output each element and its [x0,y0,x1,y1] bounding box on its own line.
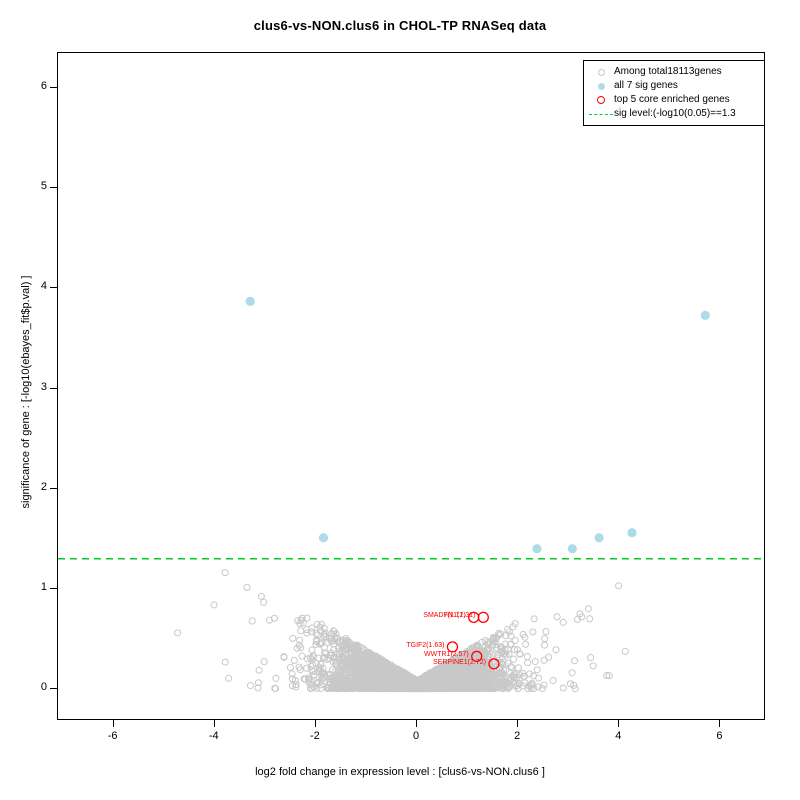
x-tickmark [719,720,721,727]
core-gene-label: FN1(1.31) [443,612,476,620]
legend-label: sig level:(-log10(0.05)==1.3 [614,108,736,119]
x-tickmark [618,720,620,727]
core-gene-label: TGIF2(1.63) [406,641,445,649]
y-tick-label: 1 [40,580,47,593]
x-tick-label: 2 [514,730,521,742]
x-tick-label: -2 [310,730,320,742]
x-tick-label: 0 [412,730,420,742]
filled-blue-circle-icon [588,82,614,90]
y-axis-label: significance of gene : [-log10(ebayes_fi… [20,275,32,509]
y-tick-label: 2 [40,480,47,493]
green-dashed-line-icon [588,113,614,115]
y-tick-label: 3 [40,380,47,393]
x-tick-label: 4 [615,730,622,742]
y-tickmark [50,187,57,189]
y-tickmark [50,687,57,689]
legend-label: all 7 sig genes [614,80,678,91]
y-tickmark [50,587,57,589]
legend-label: top 5 core enriched genes [614,94,730,105]
y-tickmark [50,387,57,389]
open-gray-circle-icon [588,68,614,76]
y-tickmark [50,287,57,289]
x-tick-label: -4 [208,730,219,742]
page-title: clus6-vs-NON.clus6 in CHOL-TP RNASeq dat… [253,18,547,33]
y-tick-label: 0 [40,680,47,693]
legend-item-total-genes: Among total18113genes [588,65,759,79]
legend-label: Among total18113genes [614,66,722,77]
x-tickmark [314,720,316,727]
x-tick-label: -6 [107,730,118,742]
open-red-circle-icon [588,96,614,104]
x-tickmark [112,720,114,727]
x-tickmark [517,720,519,727]
y-tick-label: 5 [40,180,47,193]
x-axis-label: log2 fold change in expression level : [… [255,766,545,778]
legend-item-sig-genes: all 7 sig genes [588,79,759,93]
core-gene-label: SMAD7(1.12) [423,612,466,620]
x-tickmark [213,720,215,727]
legend: Among total18113genes all 7 sig genes to… [583,60,765,126]
legend-item-core-genes: top 5 core enriched genes [588,93,759,107]
legend-item-sig-level: sig level:(-log10(0.05)==1.3 [588,107,759,121]
x-tickmark [416,720,418,727]
plot-canvas: SMAD7(1.12) FN1(1.31) TGIF2(1.63) WWTR1(2.5… [58,53,764,719]
core-gene-label: WWTR1(2.57) [424,651,469,659]
core-gene-label: SERPINE1(2.72) [433,658,486,666]
y-tickmark [50,487,57,489]
y-tickmark [50,87,57,89]
plot-frame: SMAD7(1.12) FN1(1.31) TGIF2(1.63) WWTR1(2.5… [57,52,765,720]
y-tick-label: 6 [40,80,47,93]
x-tick-label: 6 [716,730,723,742]
y-tick-label: 4 [40,280,47,293]
